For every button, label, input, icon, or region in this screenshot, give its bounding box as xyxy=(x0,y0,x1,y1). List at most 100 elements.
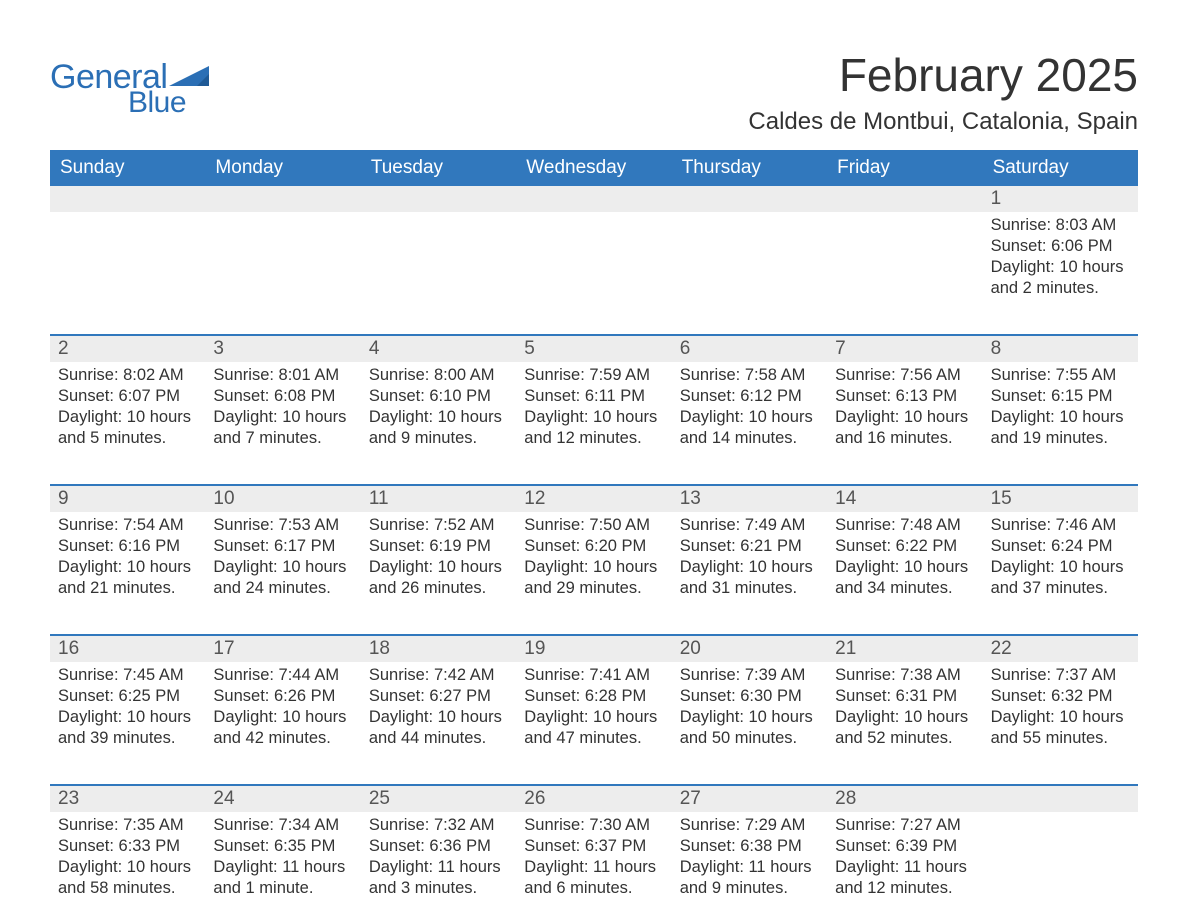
sunset-text: Sunset: 6:13 PM xyxy=(835,386,974,407)
daylight-text-1: Daylight: 11 hours xyxy=(835,857,974,878)
calendar-cell: 22Sunrise: 7:37 AMSunset: 6:32 PMDayligh… xyxy=(983,636,1138,756)
day-number: 26 xyxy=(516,786,671,812)
daylight-text-1: Daylight: 10 hours xyxy=(991,257,1130,278)
calendar-cell: 7Sunrise: 7:56 AMSunset: 6:13 PMDaylight… xyxy=(827,336,982,456)
calendar-cell xyxy=(361,186,516,306)
weeks-container: 1Sunrise: 8:03 AMSunset: 6:06 PMDaylight… xyxy=(50,186,1138,906)
week-row: 2Sunrise: 8:02 AMSunset: 6:07 PMDaylight… xyxy=(50,334,1138,456)
week-row: 9Sunrise: 7:54 AMSunset: 6:16 PMDaylight… xyxy=(50,484,1138,606)
cell-body: Sunrise: 7:39 AMSunset: 6:30 PMDaylight:… xyxy=(672,662,827,753)
day-number: 27 xyxy=(672,786,827,812)
sunset-text: Sunset: 6:30 PM xyxy=(680,686,819,707)
day-number: 15 xyxy=(983,486,1138,512)
cell-body: Sunrise: 7:27 AMSunset: 6:39 PMDaylight:… xyxy=(827,812,982,903)
cell-body: Sunrise: 8:01 AMSunset: 6:08 PMDaylight:… xyxy=(205,362,360,453)
sunrise-text: Sunrise: 7:35 AM xyxy=(58,815,197,836)
daylight-text-1: Daylight: 10 hours xyxy=(991,707,1130,728)
cell-body: Sunrise: 7:58 AMSunset: 6:12 PMDaylight:… xyxy=(672,362,827,453)
sunrise-text: Sunrise: 7:29 AM xyxy=(680,815,819,836)
day-number: 20 xyxy=(672,636,827,662)
sunset-text: Sunset: 6:17 PM xyxy=(213,536,352,557)
calendar-cell: 26Sunrise: 7:30 AMSunset: 6:37 PMDayligh… xyxy=(516,786,671,906)
daylight-text-1: Daylight: 10 hours xyxy=(58,707,197,728)
cell-body: Sunrise: 7:46 AMSunset: 6:24 PMDaylight:… xyxy=(983,512,1138,603)
sunset-text: Sunset: 6:24 PM xyxy=(991,536,1130,557)
month-title: February 2025 xyxy=(748,48,1138,102)
calendar-cell: 11Sunrise: 7:52 AMSunset: 6:19 PMDayligh… xyxy=(361,486,516,606)
sunset-text: Sunset: 6:37 PM xyxy=(524,836,663,857)
daylight-text-2: and 52 minutes. xyxy=(835,728,974,749)
day-number: 14 xyxy=(827,486,982,512)
calendar-cell: 3Sunrise: 8:01 AMSunset: 6:08 PMDaylight… xyxy=(205,336,360,456)
day-number: 23 xyxy=(50,786,205,812)
sunrise-text: Sunrise: 7:54 AM xyxy=(58,515,197,536)
day-number xyxy=(361,186,516,212)
daylight-text-2: and 39 minutes. xyxy=(58,728,197,749)
week-row: 1Sunrise: 8:03 AMSunset: 6:06 PMDaylight… xyxy=(50,186,1138,306)
calendar-cell: 8Sunrise: 7:55 AMSunset: 6:15 PMDaylight… xyxy=(983,336,1138,456)
calendar-cell xyxy=(672,186,827,306)
day-number xyxy=(672,186,827,212)
daylight-text-1: Daylight: 11 hours xyxy=(680,857,819,878)
daylight-text-2: and 31 minutes. xyxy=(680,578,819,599)
sunrise-text: Sunrise: 8:01 AM xyxy=(213,365,352,386)
sunset-text: Sunset: 6:15 PM xyxy=(991,386,1130,407)
cell-body: Sunrise: 7:48 AMSunset: 6:22 PMDaylight:… xyxy=(827,512,982,603)
sunset-text: Sunset: 6:16 PM xyxy=(58,536,197,557)
daylight-text-1: Daylight: 10 hours xyxy=(369,407,508,428)
day-number: 4 xyxy=(361,336,516,362)
cell-body: Sunrise: 7:37 AMSunset: 6:32 PMDaylight:… xyxy=(983,662,1138,753)
daylight-text-2: and 12 minutes. xyxy=(835,878,974,899)
sunset-text: Sunset: 6:11 PM xyxy=(524,386,663,407)
day-number: 24 xyxy=(205,786,360,812)
calendar-cell xyxy=(50,186,205,306)
daylight-text-1: Daylight: 10 hours xyxy=(680,707,819,728)
sunrise-text: Sunrise: 7:49 AM xyxy=(680,515,819,536)
day-number xyxy=(983,786,1138,812)
daylight-text-1: Daylight: 10 hours xyxy=(835,407,974,428)
sunset-text: Sunset: 6:06 PM xyxy=(991,236,1130,257)
sunrise-text: Sunrise: 7:42 AM xyxy=(369,665,508,686)
daylight-text-1: Daylight: 10 hours xyxy=(991,407,1130,428)
daylight-text-1: Daylight: 10 hours xyxy=(58,557,197,578)
calendar-cell: 9 Sunrise: 7:54 AMSunset: 6:16 PMDaylight… xyxy=(50,486,205,606)
sunrise-text: Sunrise: 7:58 AM xyxy=(680,365,819,386)
daylight-text-1: Daylight: 10 hours xyxy=(213,707,352,728)
sunrise-text: Sunrise: 7:27 AM xyxy=(835,815,974,836)
day-number: 11 xyxy=(361,486,516,512)
sunrise-text: Sunrise: 7:32 AM xyxy=(369,815,508,836)
sunrise-text: Sunrise: 7:34 AM xyxy=(213,815,352,836)
cell-body: Sunrise: 8:03 AMSunset: 6:06 PMDaylight:… xyxy=(983,212,1138,303)
day-number: 9 xyxy=(50,486,205,512)
dayname-sunday: Sunday xyxy=(50,150,205,186)
cell-body: Sunrise: 7:44 AMSunset: 6:26 PMDaylight:… xyxy=(205,662,360,753)
sunset-text: Sunset: 6:27 PM xyxy=(369,686,508,707)
daylight-text-2: and 5 minutes. xyxy=(58,428,197,449)
daylight-text-1: Daylight: 10 hours xyxy=(680,407,819,428)
cell-body: Sunrise: 7:29 AMSunset: 6:38 PMDaylight:… xyxy=(672,812,827,903)
sunrise-text: Sunrise: 8:03 AM xyxy=(991,215,1130,236)
day-number: 8 xyxy=(983,336,1138,362)
day-number xyxy=(205,186,360,212)
dayname-tuesday: Tuesday xyxy=(361,150,516,186)
daylight-text-2: and 26 minutes. xyxy=(369,578,508,599)
calendar-cell: 25Sunrise: 7:32 AMSunset: 6:36 PMDayligh… xyxy=(361,786,516,906)
cell-body: Sunrise: 7:32 AMSunset: 6:36 PMDaylight:… xyxy=(361,812,516,903)
sunset-text: Sunset: 6:36 PM xyxy=(369,836,508,857)
daylight-text-2: and 50 minutes. xyxy=(680,728,819,749)
cell-body: Sunrise: 7:41 AMSunset: 6:28 PMDaylight:… xyxy=(516,662,671,753)
day-number: 3 xyxy=(205,336,360,362)
calendar-cell: 28Sunrise: 7:27 AMSunset: 6:39 PMDayligh… xyxy=(827,786,982,906)
sunset-text: Sunset: 6:12 PM xyxy=(680,386,819,407)
cell-body: Sunrise: 7:53 AMSunset: 6:17 PMDaylight:… xyxy=(205,512,360,603)
daylight-text-1: Daylight: 11 hours xyxy=(524,857,663,878)
daylight-text-1: Daylight: 10 hours xyxy=(58,407,197,428)
cell-body: Sunrise: 7:56 AMSunset: 6:13 PMDaylight:… xyxy=(827,362,982,453)
daylight-text-1: Daylight: 10 hours xyxy=(213,557,352,578)
calendar-cell: 1Sunrise: 8:03 AMSunset: 6:06 PMDaylight… xyxy=(983,186,1138,306)
cell-body: Sunrise: 7:34 AMSunset: 6:35 PMDaylight:… xyxy=(205,812,360,903)
calendar-cell xyxy=(983,786,1138,906)
sunrise-text: Sunrise: 7:44 AM xyxy=(213,665,352,686)
sunset-text: Sunset: 6:33 PM xyxy=(58,836,197,857)
daylight-text-1: Daylight: 10 hours xyxy=(369,557,508,578)
